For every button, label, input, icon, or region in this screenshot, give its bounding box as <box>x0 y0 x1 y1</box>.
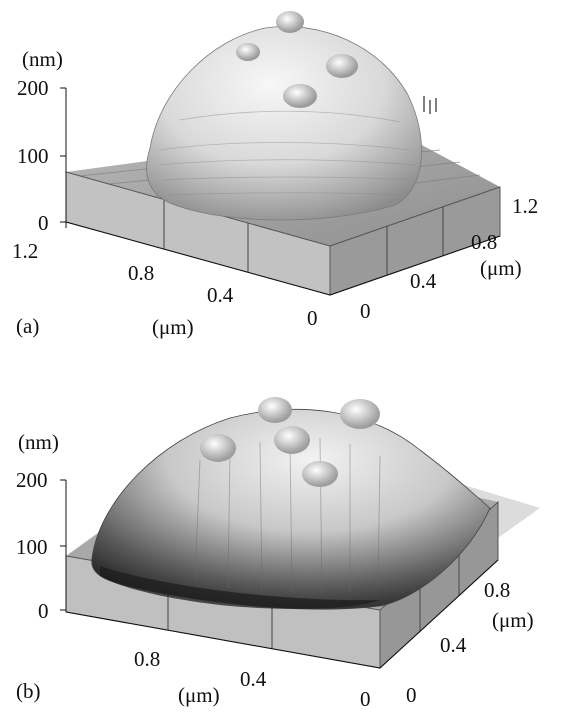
y-tick-label: 0.8 <box>484 578 510 602</box>
x-tick-label: 0 <box>307 306 318 330</box>
surface-bump <box>276 11 304 33</box>
x-tick-label: 0.8 <box>134 647 160 671</box>
surface-bump <box>326 54 358 78</box>
surface-bump <box>236 43 260 61</box>
z-axis-b <box>60 479 67 612</box>
x-axis-b <box>65 611 381 669</box>
y-tick-label: 0.4 <box>440 633 467 657</box>
surface-bump <box>274 426 310 454</box>
dome-streaks <box>194 437 381 595</box>
z-tick-label: 200 <box>17 76 49 100</box>
y-axis-a <box>329 235 501 296</box>
y-unit-label: (μm) <box>492 608 534 632</box>
afm-panel-a: (nm) 200 100 0 1.2 0.8 0.4 0 (μm) 0 0.4 … <box>0 0 562 350</box>
z-tick-label: 100 <box>17 144 49 168</box>
dome-streaks <box>157 110 416 196</box>
z-tick-label: 200 <box>16 468 48 492</box>
x-tick-label: 1.2 <box>12 239 38 263</box>
x-tick-label: 0 <box>360 687 371 711</box>
surface-bump <box>302 461 338 487</box>
y-tick-label: 0 <box>360 299 371 323</box>
z-tick-label: 0 <box>38 211 49 235</box>
z-axis-a <box>60 87 67 228</box>
z-tick-label: 0 <box>38 599 49 623</box>
surface-dome <box>146 26 422 221</box>
y-axis-b <box>379 559 499 669</box>
x-tick-label: 0.8 <box>128 261 154 285</box>
x-unit-label: (μm) <box>152 315 194 339</box>
surface-bump <box>283 84 317 108</box>
y-unit-label: (μm) <box>480 256 522 280</box>
afm-3d-plot-a: (nm) 200 100 0 1.2 0.8 0.4 0 (μm) 0 0.4 … <box>12 11 538 339</box>
panel-label-a: (a) <box>16 314 39 338</box>
y-tick-label: 0.8 <box>471 230 497 254</box>
z-unit-label: (nm) <box>18 430 59 454</box>
x-axis-a <box>65 221 331 296</box>
y-tick-label: 0.4 <box>410 269 437 293</box>
surface-bump <box>340 399 380 429</box>
edge-spikes <box>423 96 437 114</box>
y-tick-label: 0 <box>406 683 417 707</box>
surface-bump <box>258 397 292 423</box>
z-tick-label: 100 <box>16 535 48 559</box>
afm-3d-plot-b: (nm) 200 100 0 0.8 0.4 0 (μm) 0 0.4 0.8 … <box>16 397 540 711</box>
z-unit-label: (nm) <box>22 47 63 71</box>
x-tick-label: 0.4 <box>240 667 267 691</box>
dome-dark-rim <box>100 566 380 609</box>
x-unit-label: (μm) <box>178 683 220 707</box>
y-tick-label: 1.2 <box>512 194 538 218</box>
afm-panel-b: (nm) 200 100 0 0.8 0.4 0 (μm) 0 0.4 0.8 … <box>0 380 562 717</box>
panel-label-b: (b) <box>16 679 41 703</box>
surface-bump <box>200 434 236 462</box>
x-tick-label: 0.4 <box>207 283 234 307</box>
